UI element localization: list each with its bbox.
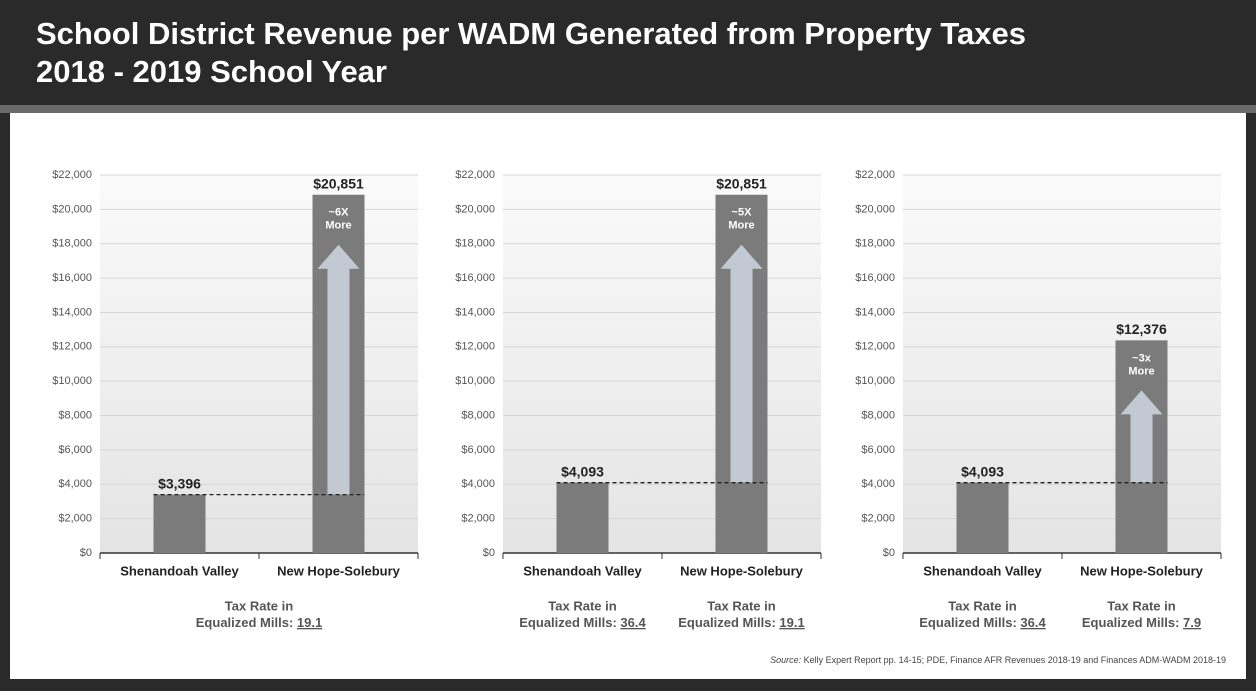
x-tick-label: Shenandoah Valley — [923, 563, 1042, 578]
annotation: More — [325, 220, 351, 232]
y-tick-label: $6,000 — [58, 444, 92, 456]
tax-rate: Equalized Mills: 36.4 — [919, 615, 1046, 630]
value-label: $4,093 — [961, 463, 1004, 479]
y-tick-label: $12,000 — [855, 341, 895, 353]
y-tick-label: $0 — [883, 547, 895, 559]
x-tick-label: Shenandoah Valley — [523, 563, 642, 578]
bar — [956, 482, 1009, 553]
slide-title: School District Revenue per WADM Generat… — [36, 16, 1026, 51]
y-tick-label: $18,000 — [455, 238, 495, 250]
y-tick-label: $12,000 — [52, 341, 92, 353]
tax-rate-value: 36.4 — [620, 615, 646, 630]
plot-area — [503, 175, 821, 553]
y-tick-label: $0 — [483, 547, 495, 559]
bar — [153, 494, 206, 553]
y-tick-label: $18,000 — [52, 238, 92, 250]
header-rule — [0, 105, 1256, 113]
tax-rate: Equalized Mills: 36.4 — [519, 615, 646, 630]
tax-rate-value: 7.9 — [1183, 615, 1201, 630]
y-tick-label: $10,000 — [455, 375, 495, 387]
y-tick-label: $8,000 — [861, 409, 895, 421]
annotation: More — [728, 220, 754, 232]
y-tick-label: $6,000 — [461, 444, 495, 456]
y-tick-label: $14,000 — [455, 306, 495, 318]
y-tick-label: $20,000 — [455, 203, 495, 215]
y-tick-label: $22,000 — [52, 169, 92, 181]
slide-subtitle: 2018 - 2019 School Year — [36, 54, 387, 89]
y-tick-label: $22,000 — [855, 169, 895, 181]
tax-rate: Equalized Mills: 7.9 — [1082, 615, 1201, 630]
tax-rate-value: 19.1 — [297, 615, 322, 630]
y-tick-label: $16,000 — [52, 272, 92, 284]
source-label: Source: — [770, 655, 802, 665]
tax-rate-caption: Equalized Mills: — [196, 615, 294, 630]
annotation: ~6X — [329, 207, 350, 219]
value-label: $20,851 — [313, 175, 364, 191]
y-tick-label: $16,000 — [455, 272, 495, 284]
y-tick-label: $12,000 — [455, 341, 495, 353]
value-label: $4,093 — [561, 463, 604, 479]
y-tick-label: $0 — [80, 547, 92, 559]
y-tick-label: $20,000 — [52, 203, 92, 215]
plot-area — [100, 175, 418, 553]
annotation: More — [1128, 365, 1154, 377]
x-tick-label: New Hope-Solebury — [680, 563, 804, 578]
x-tick-label: Shenandoah Valley — [120, 563, 239, 578]
tax-rate-caption: Equalized Mills: — [919, 615, 1017, 630]
growth-arrow — [1120, 390, 1163, 483]
tax-rate-label: Tax Rate in — [707, 598, 775, 613]
y-tick-label: $10,000 — [52, 375, 92, 387]
tax-rate-label: Tax Rate in — [225, 598, 293, 613]
y-tick-label: $2,000 — [461, 513, 495, 525]
x-tick-label: New Hope-Solebury — [277, 563, 401, 578]
tax-rate-value: 19.1 — [779, 615, 804, 630]
annotation: ~3x — [1132, 352, 1152, 364]
y-tick-label: $16,000 — [855, 272, 895, 284]
growth-arrow — [720, 244, 763, 483]
y-tick-label: $8,000 — [58, 409, 92, 421]
growth-arrow — [317, 244, 360, 495]
tax-rate-caption: Equalized Mills: — [678, 615, 776, 630]
value-label: $12,376 — [1116, 321, 1167, 337]
y-tick-label: $18,000 — [855, 238, 895, 250]
tax-rate: Equalized Mills: 19.1 — [196, 615, 322, 630]
tax-rate-value: 36.4 — [1020, 615, 1046, 630]
y-tick-label: $2,000 — [58, 513, 92, 525]
y-tick-label: $8,000 — [461, 409, 495, 421]
tax-rate: Equalized Mills: 19.1 — [678, 615, 804, 630]
y-tick-label: $6,000 — [861, 444, 895, 456]
x-tick-label: New Hope-Solebury — [1080, 563, 1204, 578]
annotation: ~5X — [732, 207, 753, 219]
bar — [556, 482, 609, 553]
source-text: Kelly Expert Report pp. 14-15; PDE, Fina… — [804, 655, 1226, 665]
y-tick-label: $22,000 — [455, 169, 495, 181]
value-label: $3,396 — [158, 475, 201, 491]
source: Source: Kelly Expert Report pp. 14-15; P… — [770, 655, 1226, 665]
tax-rate-label: Tax Rate in — [548, 598, 616, 613]
value-label: $20,851 — [716, 175, 767, 191]
y-tick-label: $2,000 — [861, 513, 895, 525]
tax-rate-caption: Equalized Mills: — [1082, 615, 1180, 630]
tax-rate-label: Tax Rate in — [1107, 598, 1175, 613]
y-tick-label: $14,000 — [855, 306, 895, 318]
y-tick-label: $4,000 — [861, 478, 895, 490]
y-tick-label: $10,000 — [855, 375, 895, 387]
plot-area — [903, 175, 1221, 553]
y-tick-label: $4,000 — [461, 478, 495, 490]
y-tick-label: $4,000 — [58, 478, 92, 490]
tax-rate-label: Tax Rate in — [948, 598, 1016, 613]
tax-rate-caption: Equalized Mills: — [519, 615, 617, 630]
y-tick-label: $14,000 — [52, 306, 92, 318]
y-tick-label: $20,000 — [855, 203, 895, 215]
